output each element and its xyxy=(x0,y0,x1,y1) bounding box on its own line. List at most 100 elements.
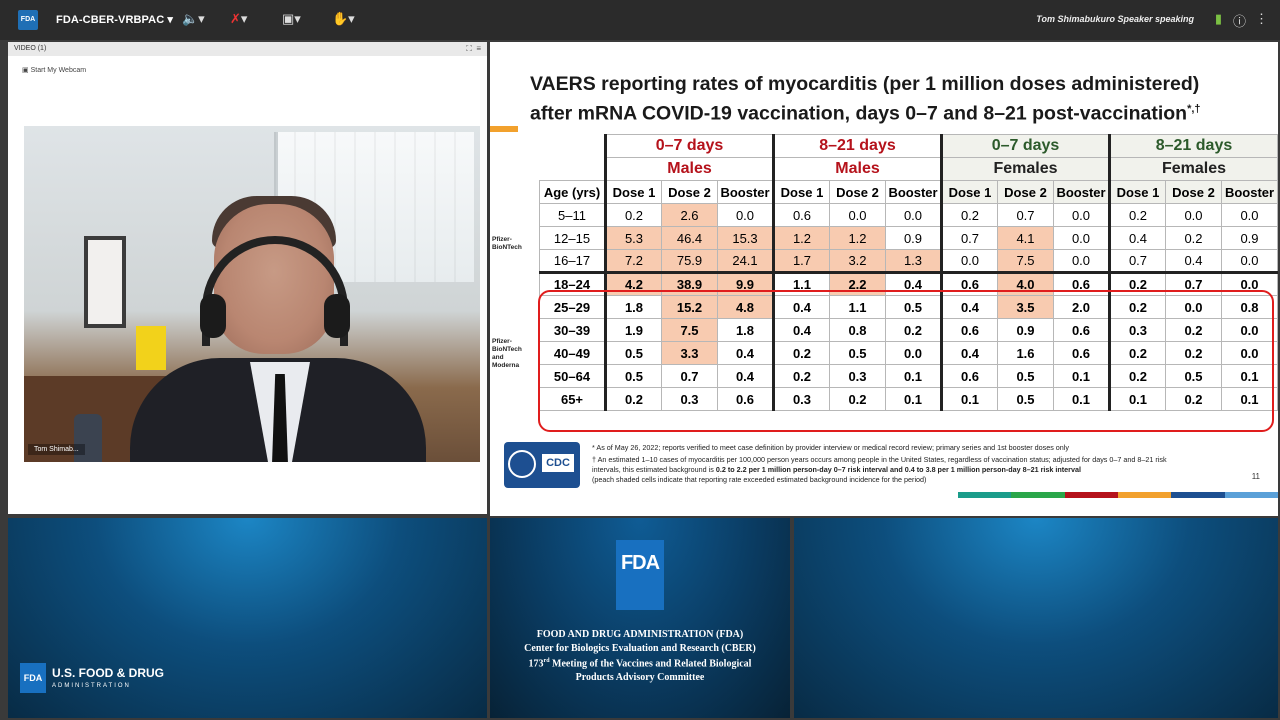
rate-cell: 0.0 xyxy=(1165,203,1222,227)
rate-cell: 0.5 xyxy=(885,295,942,319)
fda-brand-sub: ADMINISTRATION xyxy=(52,683,131,689)
table-row: 12–15 5.3 46.4 15.3 1.2 1.2 0.9 0.7 4.1 0.0 0.4 0.2… xyxy=(539,226,1278,250)
top-bar: FDA FDA-CBER-VRBPAC ▾ 🔈▾ ✗▾ ▣▾ ✋▾ Tom Sh… xyxy=(0,0,1280,40)
rate-cell: 7.2 xyxy=(604,249,662,273)
rate-cell: 0.0 xyxy=(1221,341,1278,365)
rate-cell: 0.9 xyxy=(997,318,1054,342)
help-icon[interactable]: ⓘ xyxy=(1232,14,1246,29)
rate-cell: 1.3 xyxy=(885,249,942,273)
table-row: 16–17 7.2 75.9 24.1 1.7 3.2 1.3 0.0 7.5 0.0 0.7 0.4… xyxy=(539,249,1278,273)
meeting-info-text: FOOD AND DRUG ADMINISTRATION (FDA) Cente… xyxy=(498,628,782,684)
rate-cell: 0.1 xyxy=(1221,387,1278,411)
rate-cell: 1.2 xyxy=(772,226,830,250)
rate-cell: 24.1 xyxy=(717,249,774,273)
yellow-binder xyxy=(136,326,166,370)
rate-cell: 15.2 xyxy=(661,295,718,319)
rate-cell: 0.2 xyxy=(772,341,830,365)
fda-app-logo: FDA xyxy=(18,10,38,30)
rate-cell: 2.0 xyxy=(1053,295,1110,319)
wall-picture xyxy=(84,236,126,328)
rate-cell: 1.7 xyxy=(772,249,830,273)
age-cell: 12–15 xyxy=(539,226,606,250)
rate-cell: 5.3 xyxy=(604,226,662,250)
slide-color-bar xyxy=(958,492,1278,498)
rate-cell: 0.0 xyxy=(885,341,942,365)
dose-header: Dose 2 xyxy=(997,180,1054,204)
header-row-doses: Age (yrs) Dose 1 Dose 2 Booster Dose 1 Dose … xyxy=(539,180,1278,204)
rate-cell: 0.0 xyxy=(885,203,942,227)
age-cell: 5–11 xyxy=(539,203,606,227)
dose-header: Dose 1 xyxy=(1108,180,1166,204)
dose-header: Dose 1 xyxy=(940,180,998,204)
rate-cell: 0.2 xyxy=(1108,295,1166,319)
meeting-info-panel: FDA FOOD AND DRUG ADMINISTRATION (FDA) C… xyxy=(490,518,790,718)
header-sex: Females xyxy=(1108,157,1278,181)
table-row: 65+ 0.2 0.3 0.6 0.3 0.2 0.1 0.1 0.5 0.1 0.1 0.2 0.1 xyxy=(539,387,1278,411)
rate-cell: 0.1 xyxy=(885,387,942,411)
rate-cell: 75.9 xyxy=(661,249,718,273)
table-row: 5–11 0.2 2.6 0.0 0.6 0.0 0.0 0.2 0.7 0.0 0.2 0.0 0.0 xyxy=(539,203,1278,227)
slide-title: VAERS reporting rates of myocarditis (pe… xyxy=(530,73,1201,125)
shared-slide: VAERS reporting rates of myocarditis (pe… xyxy=(490,42,1278,516)
video-pod-header: VIDEO (1) ⛶ ≡ xyxy=(8,42,487,56)
dose-header: Booster xyxy=(717,180,774,204)
rate-cell: 0.1 xyxy=(1108,387,1166,411)
rate-cell: 7.5 xyxy=(661,318,718,342)
rate-cell: 0.4 xyxy=(1165,249,1222,273)
chevron-down-icon: ▾ xyxy=(167,14,174,26)
speaker-volume-icon[interactable]: 🔈▾ xyxy=(182,11,205,26)
header-days: 8–21 days xyxy=(772,134,942,158)
rate-cell: 0.2 xyxy=(772,364,830,388)
rate-cell: 0.0 xyxy=(1053,226,1110,250)
meeting-name: 173rd Meeting of the Vaccines and Relate… xyxy=(528,658,752,670)
microphone-muted-icon[interactable]: ✗▾ xyxy=(230,11,248,26)
table-row: 25–29 1.8 15.2 4.8 0.4 1.1 0.5 0.4 3.5 2.0 0.2 0.0 0… xyxy=(539,295,1278,319)
raise-hand-icon[interactable]: ✋▾ xyxy=(332,11,355,26)
rate-cell: 0.6 xyxy=(772,203,830,227)
meeting-title-dropdown[interactable]: FDA-CBER-VRBPAC ▾ xyxy=(56,13,173,26)
rate-cell: 7.5 xyxy=(997,249,1054,273)
pod-menu-icon[interactable]: ≡ xyxy=(476,44,481,53)
fullscreen-icon[interactable]: ⛶ xyxy=(466,44,472,53)
start-webcam-button[interactable]: ▣ Start My Webcam xyxy=(8,56,487,74)
camera-icon[interactable]: ▣▾ xyxy=(282,11,301,26)
slide-footnotes: * As of May 26, 2022; reports verified t… xyxy=(592,443,1192,485)
dose-header: Dose 2 xyxy=(1165,180,1222,204)
header-sex: Females xyxy=(940,157,1110,181)
slide-page-number: 11 xyxy=(1251,472,1260,481)
footnote-peach: (peach shaded cells indicate that report… xyxy=(592,475,927,484)
rate-cell: 0.3 xyxy=(829,364,886,388)
age-cell: 40–49 xyxy=(539,341,606,365)
rate-cell: 0.5 xyxy=(604,341,662,365)
footnote-asterisk: * As of May 26, 2022; reports verified t… xyxy=(592,443,1069,452)
menu-icon[interactable]: ⋮ xyxy=(1255,11,1268,26)
rate-cell: 15.3 xyxy=(717,226,774,250)
rate-cell: 0.2 xyxy=(1165,387,1222,411)
speaker-status: Tom Shimabukuro Speaker speaking xyxy=(1036,14,1194,24)
rate-cell: 0.2 xyxy=(1165,341,1222,365)
header-days: 0–7 days xyxy=(604,134,774,158)
header-sex: Males xyxy=(772,157,942,181)
rate-cell: 0.2 xyxy=(1165,318,1222,342)
branding-panel-right xyxy=(794,518,1278,718)
center-name: Center for Biologics Evaluation and Rese… xyxy=(524,642,756,654)
dose-header: Booster xyxy=(1221,180,1278,204)
rate-cell: 0.7 xyxy=(940,226,998,250)
start-webcam-label: Start My Webcam xyxy=(30,67,87,74)
header-row-sex: Males Males Females Females xyxy=(540,157,1278,181)
header-days: 8–21 days xyxy=(1108,134,1278,158)
rate-cell: 0.0 xyxy=(1053,203,1110,227)
rate-cell: 0.6 xyxy=(717,387,774,411)
pfizer-moderna-brace-label: Pfizer-BioNTech and Moderna xyxy=(492,338,522,369)
rate-cell: 0.0 xyxy=(1221,203,1278,227)
rate-cell: 0.7 xyxy=(997,203,1054,227)
fda-logo: FDA xyxy=(20,663,46,693)
age-cell: 16–17 xyxy=(539,249,606,273)
rate-cell: 3.2 xyxy=(829,249,886,273)
rate-cell: 0.0 xyxy=(940,249,998,273)
rate-cell: 0.1 xyxy=(940,387,998,411)
footnote-dagger-bold: 0.2 to 2.2 per 1 million person-day 0–7 … xyxy=(715,465,1081,474)
rate-cell: 2.6 xyxy=(661,203,718,227)
rate-cell: 0.2 xyxy=(604,203,662,227)
rate-cell: 0.0 xyxy=(1053,249,1110,273)
